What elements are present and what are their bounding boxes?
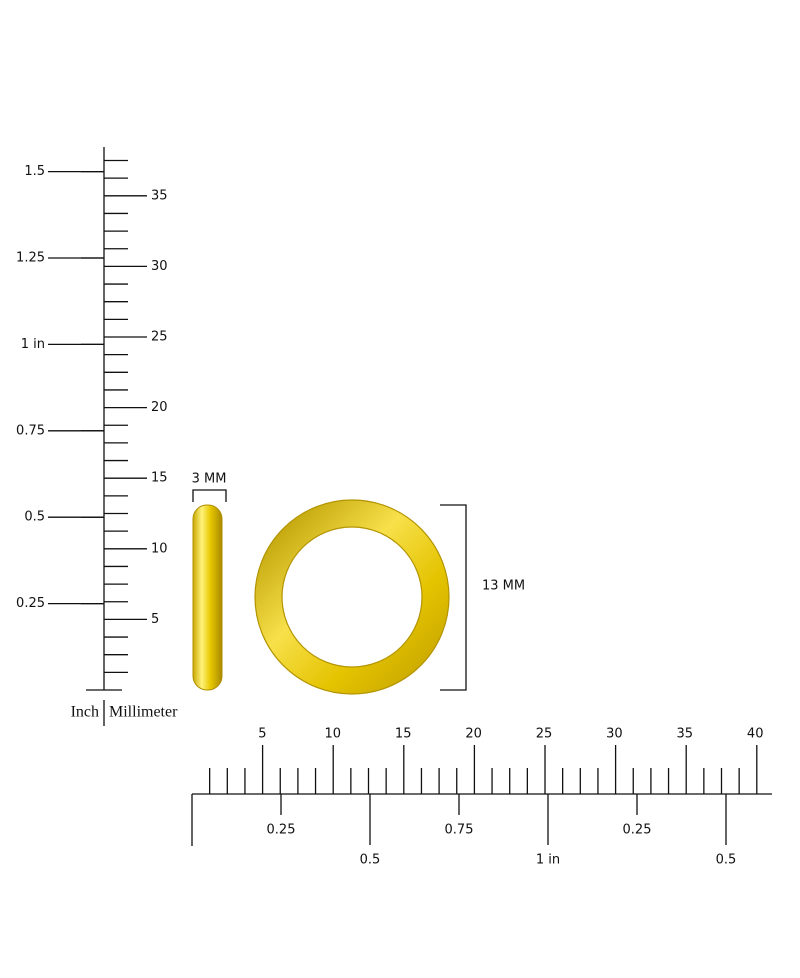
inch-label: 0.25 [16, 596, 45, 611]
mm-label: 30 [606, 727, 623, 742]
inch-label: 1.25 [16, 251, 45, 266]
mm-label: 5 [151, 612, 159, 627]
width-label: 3 MM [192, 472, 227, 487]
mm-label: 10 [151, 541, 168, 556]
mm-label: 15 [395, 727, 412, 742]
inch-label: 1 in [21, 337, 45, 352]
mm-label: 20 [465, 727, 482, 742]
inch-label: 0.5 [24, 510, 45, 525]
mm-label: 5 [258, 727, 266, 742]
height-bracket [440, 504, 467, 691]
inch-label: 0.75 [16, 423, 45, 438]
hoop-inner-edge [281, 526, 423, 668]
inch-label: 0.25 [267, 823, 296, 838]
mm-label: 20 [151, 400, 168, 415]
mm-label: 35 [151, 188, 168, 203]
mm-label: 35 [677, 727, 694, 742]
mm-caption: Millimeter [109, 704, 178, 721]
inch-caption: Inch [71, 704, 99, 721]
hoop-outer-edge [254, 499, 450, 695]
mm-label: 30 [151, 259, 168, 274]
mm-label: 25 [536, 727, 553, 742]
inch-label: 0.75 [445, 823, 474, 838]
mm-label: 25 [151, 330, 168, 345]
mm-label: 15 [151, 471, 168, 486]
mm-label: 40 [747, 727, 764, 742]
inch-label: 0.25 [623, 823, 652, 838]
inch-label: 1 in [536, 853, 560, 868]
hoop-side-view [192, 504, 223, 691]
height-label: 13 MM [482, 579, 525, 594]
inch-label: 1.5 [24, 164, 45, 179]
width-bracket [192, 489, 227, 502]
rulers: 5 10 15 20 25 30 35 0.25 0.5 0.75 1 in 1.25 1.5 5 10 15… [16, 147, 772, 868]
inch-label: 0.5 [716, 853, 737, 868]
hoop-front-view [255, 500, 449, 694]
inch-label: 0.5 [360, 853, 381, 868]
mm-label: 10 [325, 727, 342, 742]
